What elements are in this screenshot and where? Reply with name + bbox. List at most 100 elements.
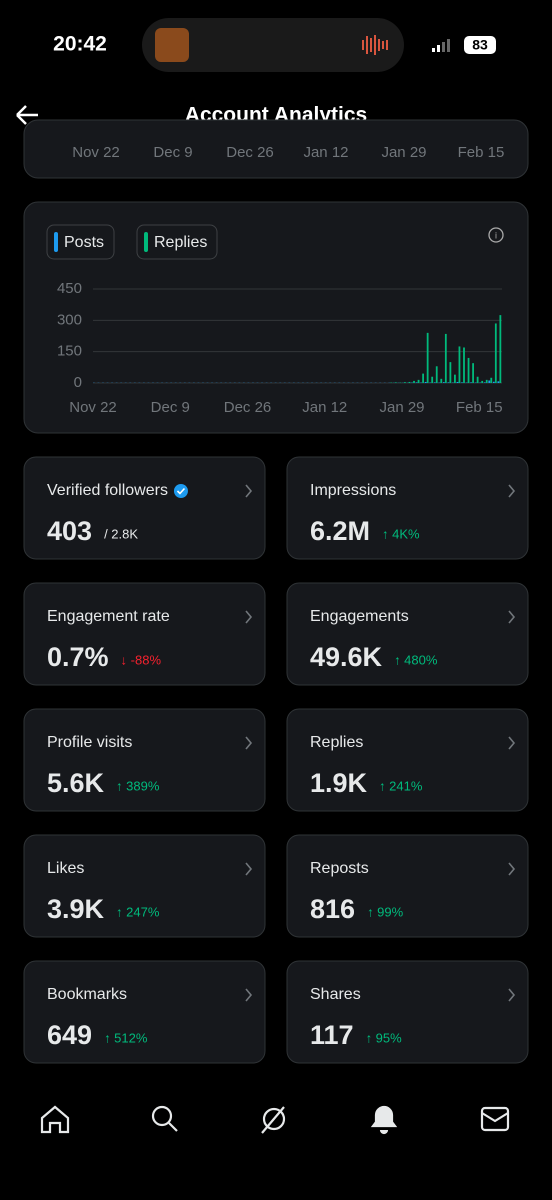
card-value: 5.6K (47, 768, 105, 798)
bar (488, 380, 491, 383)
legend-label: Posts (64, 234, 104, 251)
stat-card[interactable] (23, 960, 266, 1064)
card-change: ↑ 241% (379, 778, 423, 793)
bar (449, 362, 452, 383)
chevron (508, 736, 516, 750)
card-label: Likes (47, 860, 84, 877)
bar (461, 382, 463, 383)
stat-card[interactable] (286, 708, 529, 812)
bar (426, 332, 429, 383)
chevron (508, 988, 516, 1002)
nav-search[interactable] (151, 1105, 173, 1127)
x-tick-label: Feb 15 (456, 399, 503, 416)
nav-notifications[interactable] (370, 1105, 398, 1135)
bar (481, 380, 484, 383)
card-value: 403 (47, 516, 92, 546)
bar (431, 376, 434, 383)
x-tick-label: Nov 22 (72, 144, 120, 161)
bar (456, 381, 459, 383)
x-tick-label: Dec 9 (151, 399, 190, 416)
stat-card[interactable] (23, 456, 266, 560)
battery (464, 36, 496, 54)
card-label: Profile visits (47, 734, 132, 751)
card-label: Shares (310, 986, 361, 1003)
card-label: Verified followers (47, 482, 168, 499)
stat-card[interactable] (286, 456, 529, 560)
card-label: Bookmarks (47, 986, 127, 1003)
stat-card[interactable] (23, 834, 266, 938)
legend-pill[interactable] (136, 224, 218, 260)
nav-grok[interactable] (262, 1107, 286, 1131)
card-change: ↑ 512% (104, 1030, 148, 1045)
y-tick-label: 450 (57, 280, 82, 297)
chart-card (23, 201, 529, 434)
card-change: ↓ -88% (121, 652, 162, 667)
card-change: ↑ 99% (367, 904, 404, 919)
y-tick-label: 150 (57, 343, 82, 360)
back-button[interactable] (16, 105, 38, 125)
card-value: 816 (310, 894, 355, 924)
x-tick-label: Dec 26 (224, 399, 272, 416)
legend-pill[interactable] (46, 224, 115, 260)
bottom-nav (40, 1105, 510, 1135)
stat-card[interactable] (286, 582, 529, 686)
bar (492, 381, 495, 383)
stat-card[interactable] (286, 834, 529, 938)
dynamic-island (142, 18, 404, 72)
card-change: ↑ 4K% (382, 526, 420, 541)
bar (440, 378, 443, 383)
card-value: 49.6K (310, 642, 383, 672)
chevron (245, 988, 253, 1002)
bar (404, 382, 406, 383)
card-label: Replies (310, 734, 363, 751)
x-tick-label: Jan 29 (379, 399, 424, 416)
nav-home[interactable] (40, 1105, 70, 1134)
bar (499, 315, 502, 383)
bar (463, 347, 465, 383)
bar (435, 366, 438, 383)
bar (422, 373, 424, 383)
card-value: 6.2M (310, 516, 370, 546)
info-icon[interactable] (488, 227, 504, 243)
card-change: ↑ 480% (394, 652, 438, 667)
bar (408, 381, 411, 383)
bar (470, 382, 472, 383)
chevron (508, 862, 516, 876)
stat-card[interactable] (23, 582, 266, 686)
verified-check (176, 487, 186, 495)
card-sub: / 2.8K (104, 526, 138, 541)
bar (433, 382, 436, 383)
bar (497, 381, 500, 383)
x-tick-label: Jan 12 (302, 399, 347, 416)
legend-swatch (144, 232, 148, 252)
nav-messages[interactable] (480, 1106, 510, 1132)
card-value: 649 (47, 1020, 92, 1050)
album-art (155, 28, 189, 62)
bar (476, 376, 479, 383)
signal-icon (432, 39, 450, 52)
bar (483, 382, 486, 383)
bar (454, 374, 456, 383)
verified-badge (173, 484, 188, 498)
chevron (245, 484, 253, 498)
chevron (245, 736, 253, 750)
bar (494, 323, 497, 383)
card-value: 3.9K (47, 894, 105, 924)
card-label: Impressions (310, 482, 396, 499)
bar (394, 382, 397, 383)
chevron (508, 484, 516, 498)
info-glyph: i (495, 230, 497, 240)
bar (458, 346, 461, 383)
bar (490, 377, 493, 383)
stat-card[interactable] (23, 708, 266, 812)
bar (467, 357, 470, 383)
stat-card[interactable] (286, 960, 529, 1064)
legend-label: Replies (154, 234, 207, 251)
x-tick-label: Jan 29 (381, 144, 426, 161)
bar (472, 363, 474, 383)
bar (447, 382, 450, 383)
card-value: 117 (310, 1020, 354, 1050)
bar (485, 379, 488, 383)
battery-level: 83 (472, 37, 488, 53)
bar (417, 379, 420, 383)
